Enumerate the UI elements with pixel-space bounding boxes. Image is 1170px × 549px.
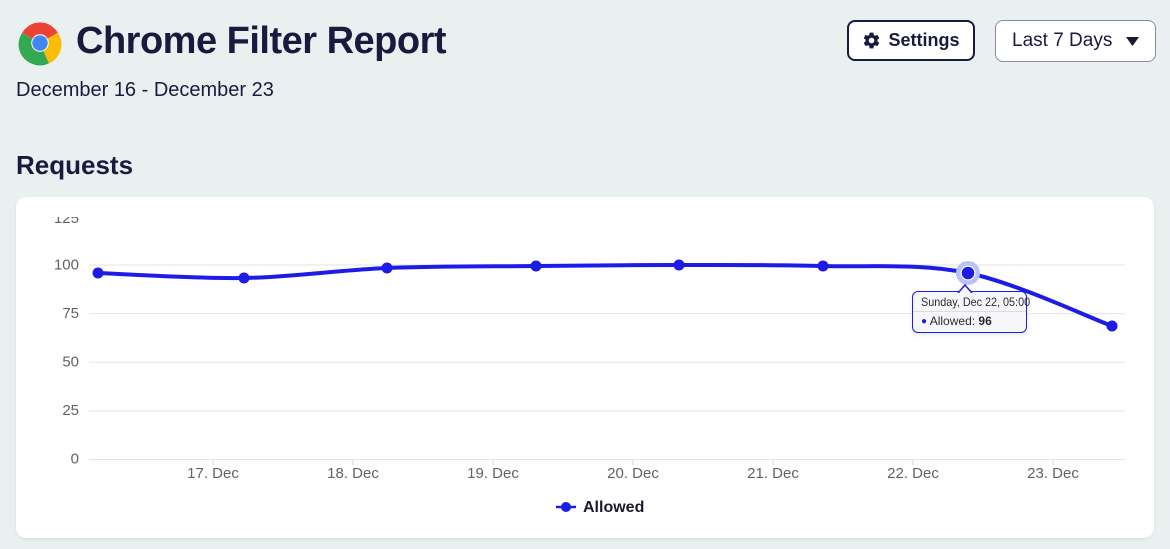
svg-text:23. Dec: 23. Dec <box>1027 465 1079 482</box>
svg-text:25: 25 <box>62 402 79 419</box>
svg-text:18. Dec: 18. Dec <box>327 465 379 482</box>
svg-text:17. Dec: 17. Dec <box>187 465 239 482</box>
svg-text:20. Dec: 20. Dec <box>607 465 659 482</box>
svg-text:75: 75 <box>62 305 79 322</box>
svg-text:125: 125 <box>54 210 79 227</box>
svg-text:19. Dec: 19. Dec <box>467 465 519 482</box>
svg-text:22. Dec: 22. Dec <box>887 465 939 482</box>
svg-text:50: 50 <box>62 354 79 371</box>
svg-text:0: 0 <box>71 451 79 468</box>
svg-text:Allowed: Allowed <box>583 499 644 516</box>
svg-text:21. Dec: 21. Dec <box>747 465 799 482</box>
svg-text:100: 100 <box>54 257 79 274</box>
